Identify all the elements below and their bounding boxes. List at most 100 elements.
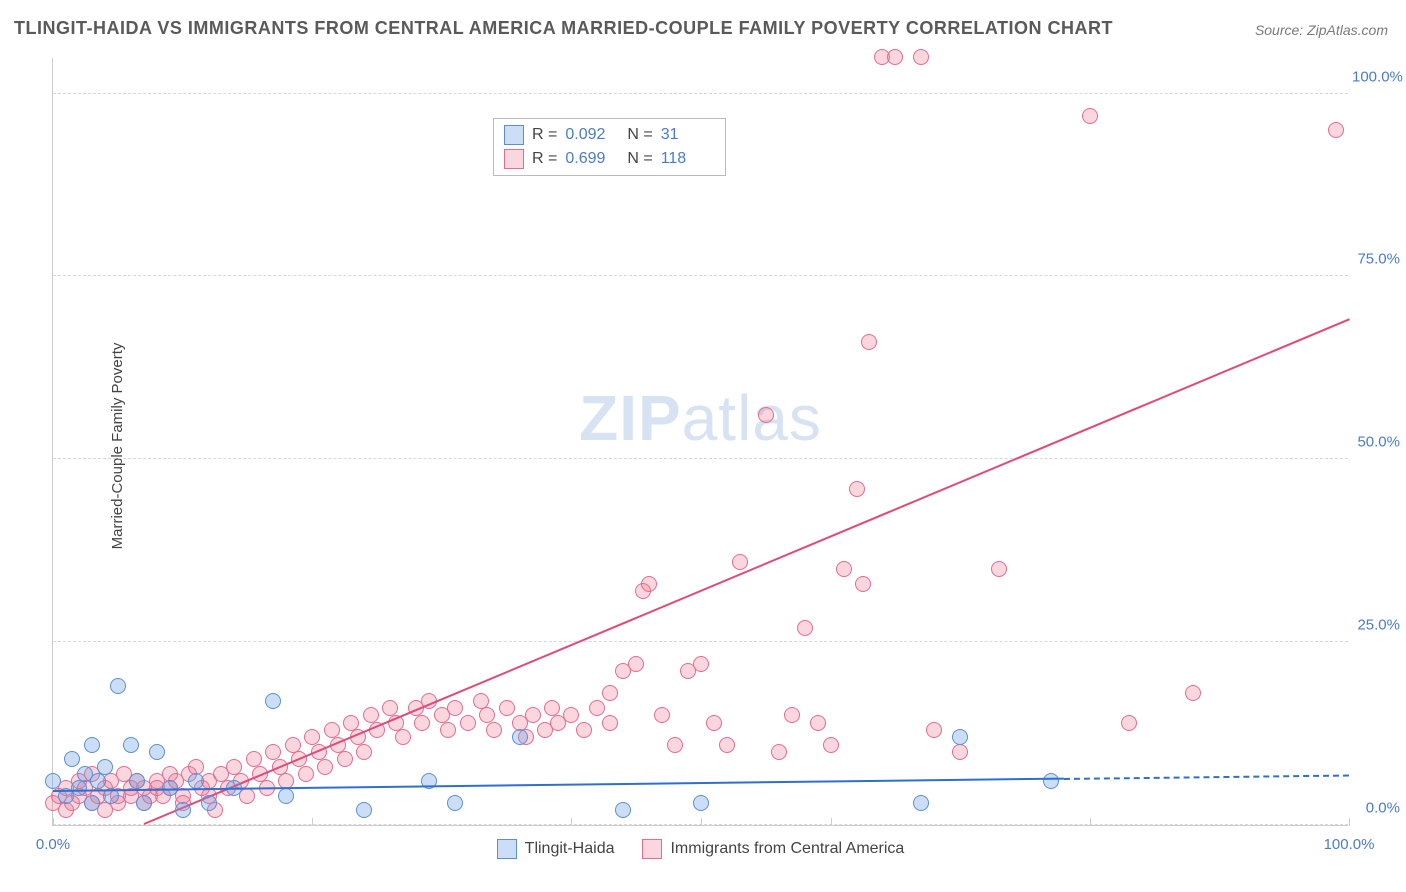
data-point-blue: [97, 759, 113, 775]
data-point-pink: [188, 759, 204, 775]
data-point-pink: [285, 737, 301, 753]
data-point-pink: [337, 751, 353, 767]
data-point-pink: [447, 700, 463, 716]
watermark: ZIPatlas: [579, 381, 822, 455]
data-point-blue: [84, 795, 100, 811]
data-point-blue: [149, 744, 165, 760]
n-value-blue: 31: [661, 126, 715, 144]
data-point-blue: [84, 737, 100, 753]
data-point-pink: [382, 700, 398, 716]
data-point-pink: [784, 707, 800, 723]
data-point-pink: [544, 700, 560, 716]
n-label-pink: N =: [627, 150, 652, 168]
r-label-blue: R =: [532, 126, 557, 144]
data-point-pink: [706, 715, 722, 731]
data-point-pink: [1328, 122, 1344, 138]
watermark-atlas: atlas: [682, 382, 822, 454]
r-value-blue: 0.092: [565, 126, 619, 144]
legend-swatch-pink: [642, 839, 662, 859]
x-tick: [312, 818, 313, 826]
y-tick-label: 50.0%: [1352, 434, 1400, 451]
data-point-pink: [589, 700, 605, 716]
data-point-pink: [460, 715, 476, 731]
n-value-pink: 118: [661, 150, 715, 168]
legend-item-blue: Tlingit-Haida: [497, 839, 615, 859]
data-point-blue: [265, 693, 281, 709]
r-value-pink: 0.699: [565, 150, 619, 168]
stats-legend: R = 0.092 N = 31 R = 0.699 N = 118: [493, 118, 726, 176]
data-point-blue: [952, 729, 968, 745]
y-tick-label: 0.0%: [1352, 800, 1400, 817]
bottom-legend: Tlingit-Haida Immigrants from Central Am…: [53, 839, 1348, 859]
r-label-pink: R =: [532, 150, 557, 168]
data-point-pink: [563, 707, 579, 723]
data-point-pink: [667, 737, 683, 753]
x-tick-label: 100.0%: [1324, 836, 1375, 853]
legend-swatch-blue: [497, 839, 517, 859]
trend-line: [1064, 774, 1349, 780]
x-tick: [701, 818, 702, 826]
data-point-pink: [324, 722, 340, 738]
data-point-blue: [64, 751, 80, 767]
data-point-pink: [602, 715, 618, 731]
y-tick-label: 75.0%: [1352, 251, 1400, 268]
x-tick: [53, 818, 54, 826]
swatch-pink: [504, 149, 524, 169]
data-point-pink: [823, 737, 839, 753]
data-point-pink: [473, 693, 489, 709]
source-attribution: Source: ZipAtlas.com: [1255, 22, 1388, 38]
x-tick: [571, 818, 572, 826]
x-tick: [1090, 818, 1091, 826]
data-point-pink: [693, 656, 709, 672]
data-point-blue: [123, 737, 139, 753]
y-tick-label: 100.0%: [1352, 68, 1400, 85]
data-point-pink: [887, 49, 903, 65]
data-point-blue: [71, 780, 87, 796]
data-point-pink: [654, 707, 670, 723]
data-point-pink: [395, 729, 411, 745]
x-tick: [831, 818, 832, 826]
data-point-pink: [486, 722, 502, 738]
data-point-pink: [1185, 685, 1201, 701]
data-point-blue: [356, 802, 372, 818]
x-tick: [1349, 818, 1350, 826]
data-point-pink: [265, 744, 281, 760]
data-point-pink: [343, 715, 359, 731]
stats-row-pink: R = 0.699 N = 118: [504, 147, 715, 171]
legend-item-pink: Immigrants from Central America: [642, 839, 904, 859]
y-tick-label: 25.0%: [1352, 617, 1400, 634]
data-point-pink: [810, 715, 826, 731]
plot-area: ZIPatlas R = 0.092 N = 31 R = 0.699 N = …: [52, 58, 1348, 826]
data-point-pink: [861, 334, 877, 350]
data-point-pink: [479, 707, 495, 723]
legend-label-pink: Immigrants from Central America: [670, 840, 904, 858]
data-point-blue: [175, 802, 191, 818]
data-point-pink: [641, 576, 657, 592]
data-point-pink: [628, 656, 644, 672]
data-point-pink: [440, 722, 456, 738]
swatch-blue: [504, 125, 524, 145]
data-point-pink: [758, 407, 774, 423]
stats-row-blue: R = 0.092 N = 31: [504, 123, 715, 147]
data-point-blue: [90, 773, 106, 789]
data-point-blue: [278, 788, 294, 804]
data-point-blue: [447, 795, 463, 811]
data-point-pink: [797, 620, 813, 636]
gridline: [53, 641, 1348, 642]
data-point-pink: [356, 744, 372, 760]
trend-line: [143, 318, 1349, 825]
data-point-pink: [771, 744, 787, 760]
data-point-pink: [226, 759, 242, 775]
data-point-blue: [615, 802, 631, 818]
legend-label-blue: Tlingit-Haida: [525, 840, 615, 858]
data-point-pink: [719, 737, 735, 753]
data-point-pink: [363, 707, 379, 723]
data-point-pink: [913, 49, 929, 65]
data-point-blue: [129, 773, 145, 789]
x-tick-label: 0.0%: [36, 836, 70, 853]
data-point-pink: [732, 554, 748, 570]
watermark-zip: ZIP: [579, 382, 682, 454]
data-point-pink: [1082, 108, 1098, 124]
data-point-pink: [499, 700, 515, 716]
data-point-blue: [201, 795, 217, 811]
